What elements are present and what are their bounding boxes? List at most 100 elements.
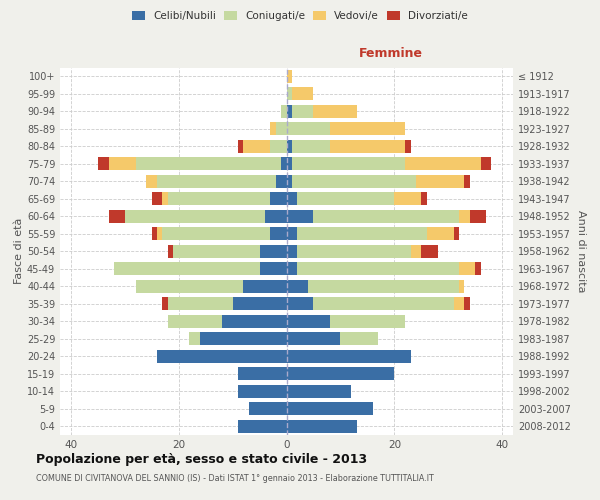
- Bar: [287, 297, 313, 310]
- Bar: [157, 227, 163, 240]
- Bar: [292, 157, 405, 170]
- Bar: [421, 244, 437, 258]
- Bar: [271, 140, 287, 153]
- Bar: [416, 174, 464, 188]
- Bar: [297, 227, 427, 240]
- Bar: [297, 262, 459, 276]
- Bar: [459, 280, 464, 293]
- Bar: [287, 244, 297, 258]
- Y-axis label: Fasce di età: Fasce di età: [14, 218, 24, 284]
- Bar: [292, 174, 416, 188]
- Bar: [233, 297, 287, 310]
- Bar: [287, 350, 410, 363]
- Bar: [464, 174, 470, 188]
- Legend: Celibi/Nubili, Coniugati/e, Vedovi/e, Divorziati/e: Celibi/Nubili, Coniugati/e, Vedovi/e, Di…: [129, 8, 471, 24]
- Bar: [287, 367, 394, 380]
- Bar: [470, 210, 486, 223]
- Bar: [276, 174, 287, 188]
- Bar: [287, 280, 308, 293]
- Bar: [292, 140, 329, 153]
- Bar: [157, 174, 276, 188]
- Bar: [308, 280, 459, 293]
- Bar: [163, 192, 168, 205]
- Bar: [98, 157, 109, 170]
- Bar: [287, 87, 292, 101]
- Bar: [157, 350, 287, 363]
- Bar: [114, 262, 260, 276]
- Bar: [287, 210, 313, 223]
- Bar: [163, 227, 271, 240]
- Bar: [287, 70, 292, 83]
- Bar: [109, 157, 136, 170]
- Bar: [405, 157, 481, 170]
- Bar: [313, 104, 356, 118]
- Bar: [168, 297, 233, 310]
- Bar: [287, 157, 292, 170]
- Y-axis label: Anni di nascita: Anni di nascita: [576, 210, 586, 292]
- Bar: [481, 157, 491, 170]
- Bar: [287, 420, 356, 433]
- Bar: [200, 332, 287, 345]
- Bar: [394, 192, 421, 205]
- Bar: [287, 140, 292, 153]
- Bar: [297, 244, 410, 258]
- Bar: [265, 210, 287, 223]
- Bar: [405, 140, 410, 153]
- Bar: [222, 314, 287, 328]
- Bar: [173, 244, 260, 258]
- Bar: [238, 384, 287, 398]
- Bar: [313, 297, 454, 310]
- Bar: [454, 227, 459, 240]
- Bar: [281, 157, 287, 170]
- Bar: [109, 210, 125, 223]
- Bar: [340, 332, 378, 345]
- Bar: [168, 192, 271, 205]
- Bar: [287, 332, 340, 345]
- Bar: [287, 104, 292, 118]
- Bar: [260, 244, 287, 258]
- Bar: [410, 244, 421, 258]
- Bar: [459, 262, 475, 276]
- Bar: [459, 210, 470, 223]
- Bar: [281, 104, 287, 118]
- Bar: [244, 140, 271, 153]
- Bar: [287, 227, 297, 240]
- Bar: [454, 297, 464, 310]
- Bar: [271, 122, 276, 136]
- Bar: [427, 227, 454, 240]
- Bar: [260, 262, 287, 276]
- Bar: [287, 384, 351, 398]
- Bar: [475, 262, 481, 276]
- Bar: [152, 227, 157, 240]
- Bar: [136, 280, 244, 293]
- Text: COMUNE DI CIVITANOVA DEL SANNIO (IS) - Dati ISTAT 1° gennaio 2013 - Elaborazione: COMUNE DI CIVITANOVA DEL SANNIO (IS) - D…: [36, 474, 434, 483]
- Bar: [287, 402, 373, 415]
- Bar: [292, 87, 313, 101]
- Bar: [276, 122, 287, 136]
- Text: Femmine: Femmine: [359, 47, 422, 60]
- Bar: [421, 192, 427, 205]
- Bar: [146, 174, 157, 188]
- Bar: [249, 402, 287, 415]
- Bar: [329, 140, 405, 153]
- Bar: [238, 420, 287, 433]
- Bar: [238, 367, 287, 380]
- Bar: [287, 262, 297, 276]
- Bar: [464, 297, 470, 310]
- Bar: [287, 192, 297, 205]
- Bar: [244, 280, 287, 293]
- Bar: [287, 122, 329, 136]
- Bar: [287, 314, 329, 328]
- Bar: [292, 104, 313, 118]
- Bar: [136, 157, 281, 170]
- Bar: [168, 244, 173, 258]
- Bar: [329, 314, 405, 328]
- Bar: [313, 210, 459, 223]
- Bar: [271, 192, 287, 205]
- Bar: [152, 192, 163, 205]
- Bar: [287, 174, 292, 188]
- Bar: [190, 332, 200, 345]
- Bar: [238, 140, 244, 153]
- Bar: [271, 227, 287, 240]
- Bar: [163, 297, 168, 310]
